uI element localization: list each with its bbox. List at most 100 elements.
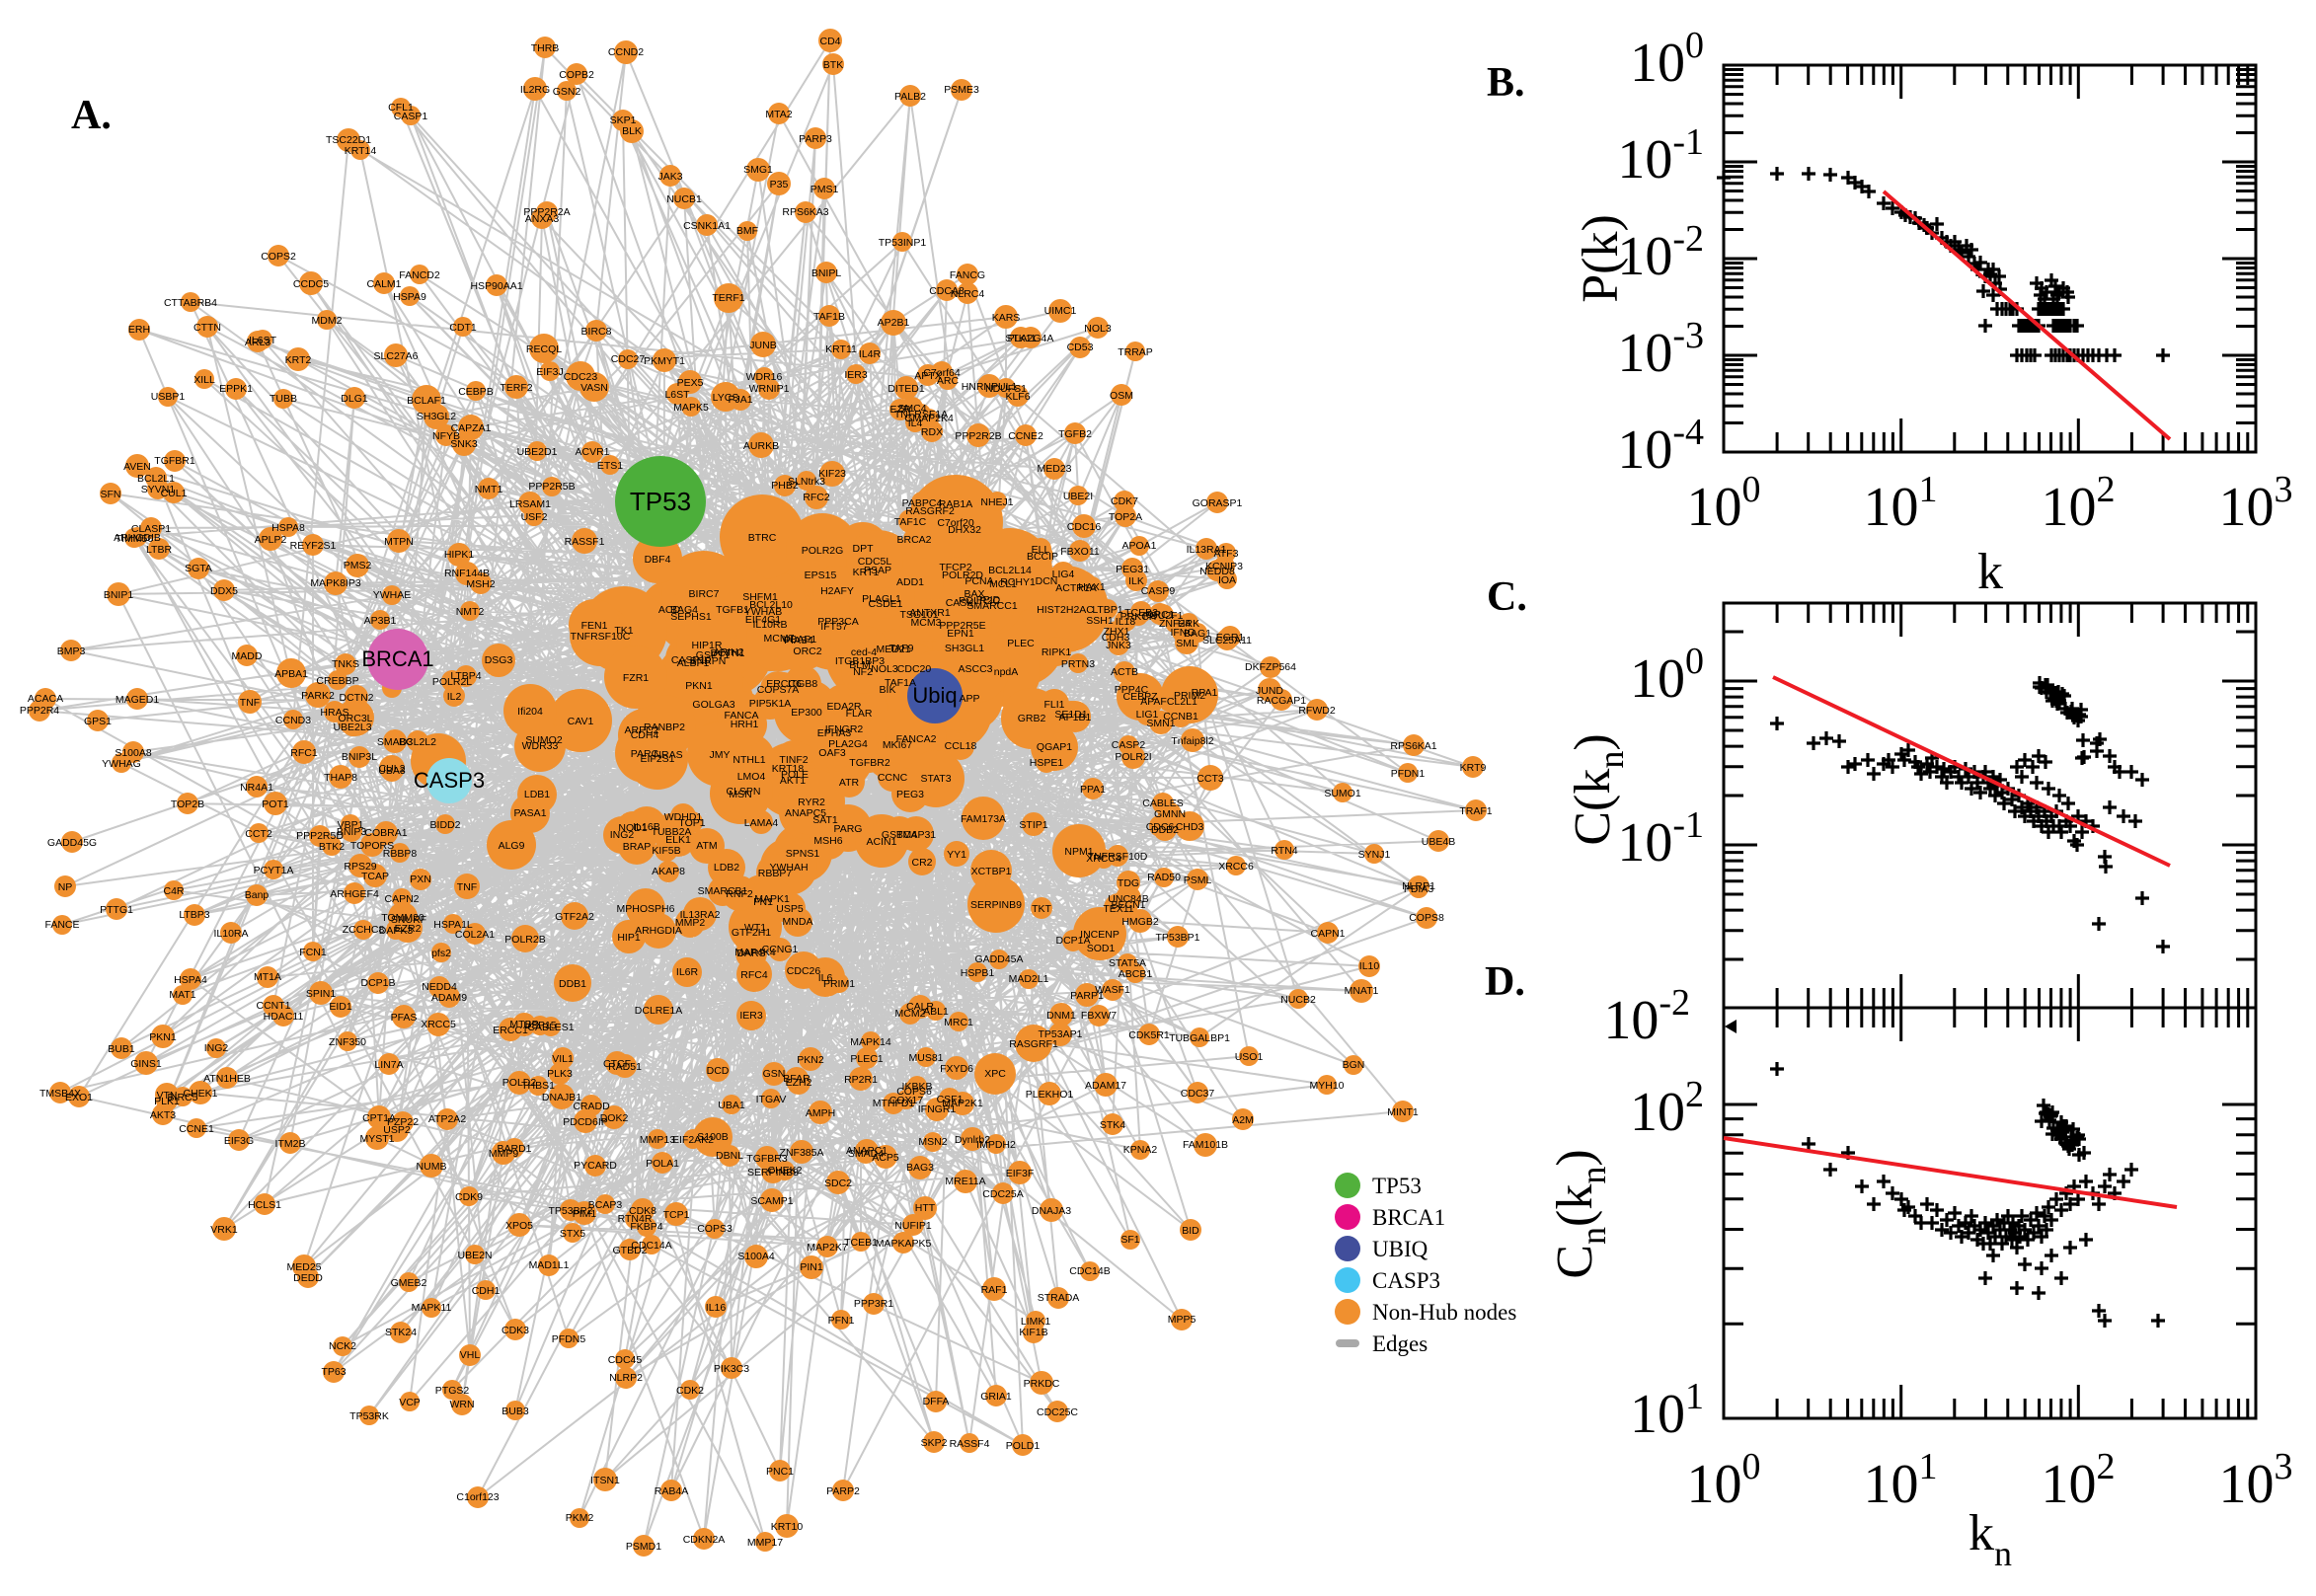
svg-text:TCEB2: TCEB2 bbox=[1124, 607, 1158, 619]
svg-text:Dynlrb2: Dynlrb2 bbox=[955, 1134, 990, 1146]
svg-text:RDX: RDX bbox=[921, 426, 943, 438]
svg-text:TNF: TNF bbox=[457, 881, 477, 893]
svg-text:IL4R: IL4R bbox=[859, 348, 882, 360]
svg-text:TP53AP1: TP53AP1 bbox=[1039, 1028, 1083, 1040]
svg-text:ARC: ARC bbox=[937, 375, 960, 387]
svg-text:WDR33: WDR33 bbox=[522, 740, 559, 752]
svg-text:EZR: EZR bbox=[890, 404, 911, 416]
svg-text:GTBD2: GTBD2 bbox=[612, 1245, 647, 1256]
svg-text:FXYD6: FXYD6 bbox=[940, 1063, 973, 1075]
svg-text:FBXO11: FBXO11 bbox=[1060, 546, 1100, 558]
svg-text:CABLES1: CABLES1 bbox=[527, 1022, 574, 1033]
svg-text:SH3GL2: SH3GL2 bbox=[417, 411, 456, 422]
svg-text:ZHX1: ZHX1 bbox=[1104, 626, 1130, 638]
svg-text:TOP2A: TOP2A bbox=[1109, 511, 1142, 523]
svg-text:IER3: IER3 bbox=[844, 369, 868, 381]
svg-text:MRE11A: MRE11A bbox=[945, 1176, 985, 1187]
svg-text:USP15: USP15 bbox=[523, 1020, 556, 1031]
svg-text:DHX32: DHX32 bbox=[948, 524, 981, 536]
svg-text:CASP9: CASP9 bbox=[1141, 585, 1176, 597]
svg-text:PPP4C: PPP4C bbox=[1115, 684, 1149, 696]
svg-text:SSH1: SSH1 bbox=[1086, 615, 1114, 627]
svg-text:DCN: DCN bbox=[1036, 575, 1058, 587]
svg-text:ARHGEF4: ARHGEF4 bbox=[330, 888, 379, 900]
svg-text:YWHAG: YWHAG bbox=[102, 758, 141, 770]
svg-text:TSC22D1: TSC22D1 bbox=[326, 134, 371, 146]
svg-text:BAG1: BAG1 bbox=[1184, 628, 1211, 640]
svg-text:IL4: IL4 bbox=[908, 418, 923, 429]
svg-text:CAPN2: CAPN2 bbox=[384, 893, 419, 905]
svg-text:MCM2: MCM2 bbox=[895, 1008, 926, 1020]
svg-text:AP1B1: AP1B1 bbox=[1059, 712, 1092, 723]
svg-text:EIF4G1: EIF4G1 bbox=[745, 614, 781, 626]
svg-text:PPP2R5E: PPP2R5E bbox=[939, 620, 985, 632]
svg-text:PYCARD: PYCARD bbox=[574, 1160, 617, 1172]
svg-text:ARIH2: ARIH2 bbox=[714, 646, 744, 658]
svg-text:MAP4K4: MAP4K4 bbox=[734, 947, 776, 958]
svg-text:CASP3: CASP3 bbox=[1372, 1268, 1440, 1293]
svg-text:NF2: NF2 bbox=[853, 666, 873, 678]
svg-text:UBE2I: UBE2I bbox=[1063, 491, 1093, 502]
svg-text:NP: NP bbox=[58, 881, 73, 893]
svg-text:ACIN1: ACIN1 bbox=[867, 836, 897, 848]
svg-text:XPC: XPC bbox=[984, 1068, 1006, 1080]
svg-text:UBE2N: UBE2N bbox=[457, 1250, 492, 1261]
svg-text:SH3GL1: SH3GL1 bbox=[945, 643, 984, 654]
svg-text:OSM: OSM bbox=[1110, 390, 1133, 402]
svg-text:ABL1: ABL1 bbox=[923, 1006, 949, 1018]
svg-text:KCNIP3: KCNIP3 bbox=[1205, 561, 1243, 572]
svg-text:CCT3: CCT3 bbox=[1197, 773, 1224, 785]
svg-text:PIP5K1A: PIP5K1A bbox=[749, 698, 792, 710]
svg-text:RPS6KA1: RPS6KA1 bbox=[1390, 740, 1436, 752]
svg-text:SNK3: SNK3 bbox=[450, 438, 478, 450]
svg-text:REYF2S1: REYF2S1 bbox=[290, 540, 337, 552]
svg-text:CDCA8: CDCA8 bbox=[929, 285, 965, 297]
svg-text:COPS7A: COPS7A bbox=[757, 684, 800, 696]
svg-text:SYVN1: SYVN1 bbox=[141, 484, 176, 495]
svg-text:RAB4A: RAB4A bbox=[655, 1485, 688, 1497]
svg-text:STAT5A: STAT5A bbox=[1109, 957, 1146, 969]
svg-text:CCNB1: CCNB1 bbox=[1163, 711, 1198, 722]
svg-text:PHB2: PHB2 bbox=[771, 480, 799, 492]
svg-text:MAGED1: MAGED1 bbox=[116, 694, 160, 706]
svg-text:GSTM4: GSTM4 bbox=[882, 829, 917, 841]
svg-text:TIMM50: TIMM50 bbox=[116, 533, 154, 545]
svg-text:JNK3: JNK3 bbox=[1106, 640, 1131, 651]
svg-text:PFAS: PFAS bbox=[391, 1012, 418, 1024]
svg-text:PARG: PARG bbox=[834, 823, 863, 835]
svg-text:BCAP31: BCAP31 bbox=[896, 829, 936, 841]
svg-text:DCD: DCD bbox=[707, 1065, 730, 1077]
svg-text:RFC4: RFC4 bbox=[740, 969, 768, 981]
svg-text:MTBP: MTBP bbox=[509, 1019, 538, 1030]
svg-text:ARHGDIA: ARHGDIA bbox=[635, 925, 682, 937]
svg-text:KPNA2: KPNA2 bbox=[1123, 1144, 1158, 1156]
svg-text:PARP1: PARP1 bbox=[1070, 990, 1104, 1002]
svg-text:SMARCC1: SMARCC1 bbox=[966, 600, 1018, 612]
svg-text:DCTN2: DCTN2 bbox=[339, 692, 373, 704]
svg-text:CDC16: CDC16 bbox=[1067, 521, 1102, 533]
svg-text:ERCC1: ERCC1 bbox=[493, 1025, 528, 1036]
svg-text:LDB2: LDB2 bbox=[714, 862, 739, 874]
svg-text:MYH10: MYH10 bbox=[1309, 1080, 1344, 1092]
svg-text:EIF3G: EIF3G bbox=[224, 1135, 254, 1147]
svg-text:IL13RA2: IL13RA2 bbox=[680, 909, 721, 921]
svg-text:100: 100 bbox=[1630, 641, 1704, 710]
svg-text:k: k bbox=[1977, 544, 2003, 600]
svg-text:USO1: USO1 bbox=[1235, 1051, 1264, 1063]
svg-text:TSG101: TSG101 bbox=[899, 609, 938, 621]
svg-text:ATR: ATR bbox=[839, 777, 860, 789]
svg-text:CASK: CASK bbox=[946, 597, 974, 609]
svg-text:BIDD2: BIDD2 bbox=[430, 819, 461, 831]
svg-text:NCK2: NCK2 bbox=[329, 1340, 356, 1352]
svg-text:SERPINB8: SERPINB8 bbox=[747, 1167, 799, 1178]
svg-text:RTN4: RTN4 bbox=[1271, 845, 1297, 857]
svg-text:npdA: npdA bbox=[994, 666, 1019, 678]
svg-text:PPP2R4: PPP2R4 bbox=[20, 705, 59, 717]
svg-text:PRKCH: PRKCH bbox=[1120, 611, 1157, 623]
svg-text:PLA2G4A: PLA2G4A bbox=[1008, 333, 1054, 344]
svg-text:BAG4: BAG4 bbox=[670, 604, 698, 616]
svg-text:MSN: MSN bbox=[729, 789, 751, 800]
svg-text:RASSF1: RASSF1 bbox=[565, 536, 605, 548]
svg-text:RYR2: RYR2 bbox=[798, 797, 825, 808]
svg-text:JUND: JUND bbox=[1256, 685, 1283, 697]
